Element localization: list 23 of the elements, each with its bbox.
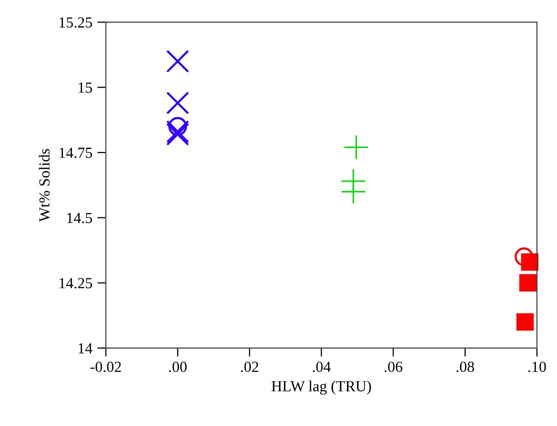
x-tick-label: .02: [240, 362, 258, 372]
x-tick-label: .08: [456, 362, 474, 372]
point: [168, 117, 188, 136]
y-tick-label: 15: [78, 82, 92, 93]
x-tick-label: -0.02: [90, 362, 121, 372]
point: [516, 313, 534, 331]
y-tick-label: 14.5: [67, 212, 92, 224]
point: [166, 92, 190, 114]
x-tick-label: .04: [312, 362, 331, 372]
y-tick-label: 15.25: [60, 17, 92, 28]
point: [514, 247, 534, 266]
x-tick-label: .10: [528, 362, 546, 372]
point: [519, 274, 537, 292]
x-tick-label: .06: [384, 362, 402, 372]
y-tick-label: 14.75: [60, 148, 92, 158]
point: [166, 50, 190, 73]
x-axis-title: HLW lag (TRU): [272, 380, 371, 395]
point: [342, 180, 366, 204]
x-tick-label: .00: [169, 362, 187, 372]
y-axis-title: Wt% Solids: [38, 148, 50, 222]
y-tick-label: 14: [78, 343, 92, 354]
point: [344, 135, 368, 160]
y-tick-label: 14.25: [60, 278, 92, 288]
